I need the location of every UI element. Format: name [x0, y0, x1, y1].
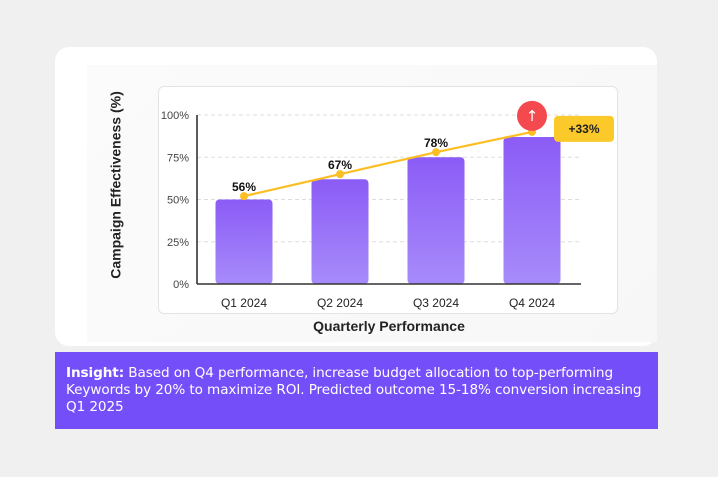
- annotations: ↑ +33%: [517, 100, 614, 142]
- value-labels: 56% 67% 78%: [232, 136, 448, 194]
- y-tick-label: 100%: [161, 110, 189, 122]
- y-axis-title: Campaign Effectiveness (%): [108, 91, 124, 279]
- trend-point: [432, 148, 440, 157]
- x-tick-label: Q2 2024: [317, 296, 363, 310]
- x-tick-label: Q4 2024: [509, 296, 555, 310]
- x-axis-title: Quarterly Performance: [313, 318, 465, 334]
- insight-text: Based on Q4 performance, increase budget…: [66, 365, 642, 415]
- x-tick-label: Q3 2024: [413, 296, 459, 310]
- y-tick-label: 75%: [167, 152, 189, 164]
- bar: [215, 199, 273, 284]
- trend-point: [240, 192, 248, 201]
- x-tick-label: Q1 2024: [221, 296, 267, 310]
- highlight-marker: [517, 100, 547, 131]
- arrow-up-icon: ↑: [526, 107, 539, 125]
- growth-badge-text: +33%: [568, 122, 599, 136]
- trend-line: [243, 130, 533, 198]
- data-label: 78%: [424, 136, 448, 150]
- insight-label: Insight:: [66, 365, 125, 381]
- bar: [311, 179, 369, 284]
- insight-box: Insight: Based on Q4 performance, increa…: [55, 352, 658, 429]
- trend-line-group: [240, 127, 536, 201]
- x-tick-labels: Q1 2024 Q2 2024 Q3 2024 Q4 2024: [221, 296, 555, 310]
- y-tick-label: 0%: [173, 279, 189, 291]
- bar: [503, 136, 561, 284]
- axes: [196, 115, 581, 285]
- bars: [215, 136, 561, 284]
- data-label: 56%: [232, 180, 256, 194]
- y-tick-label: 50%: [167, 195, 189, 207]
- growth-badge: [554, 115, 614, 142]
- trend-point: [336, 170, 344, 179]
- bar: [407, 157, 465, 284]
- data-label: 67%: [328, 158, 352, 172]
- y-tick-labels: 0% 25% 50% 75% 100%: [161, 110, 189, 291]
- y-tick-label: 25%: [167, 237, 189, 249]
